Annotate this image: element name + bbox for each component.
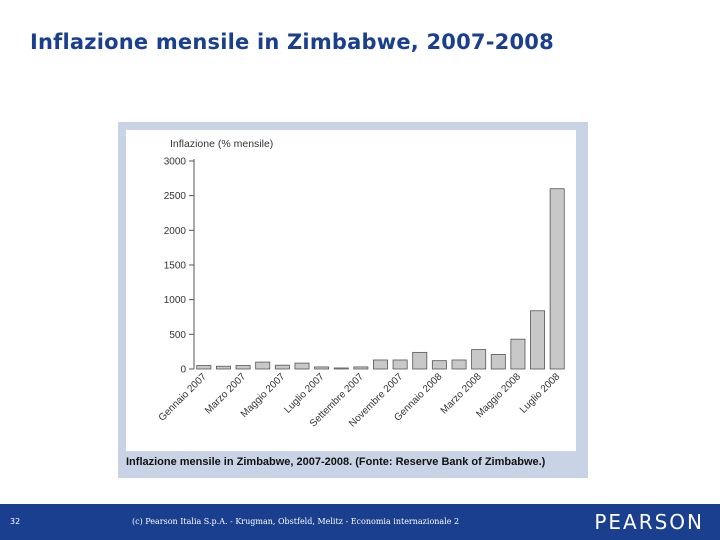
bar-febbraio-2008 — [451, 359, 467, 370]
footer-bar: 32 (c) Pearson Italia S.p.A. - Krugman, … — [0, 504, 720, 540]
bar-ottobre-2007 — [373, 359, 388, 370]
x-tick-label: Luglio 2008 — [518, 371, 563, 416]
bar-settembre-2007 — [353, 366, 369, 370]
y-tick-label: 1000 — [164, 295, 187, 306]
x-tick-label: Gennaio 2007 — [157, 371, 210, 424]
bar-marzo-2008 — [471, 349, 487, 370]
bar-maggio-2008 — [510, 338, 526, 370]
bar-luglio-2008 — [549, 188, 565, 370]
y-tick-label: 3000 — [164, 157, 187, 168]
plot-panel: Inflazione (% mensile) 0 500 1000 1500 2000 25… — [126, 130, 576, 451]
y-tick-label: 0 — [180, 365, 186, 376]
bar-dicembre-2007 — [412, 351, 428, 370]
figure-caption: Inflazione mensile in Zimbabwe, 2007-200… — [126, 456, 546, 468]
y-axis-label: Inflazione (% mensile) — [170, 138, 273, 150]
bar-aprile-2007 — [255, 361, 271, 370]
bar-giugno-2007 — [294, 362, 310, 370]
y-tick-label: 1500 — [164, 261, 187, 272]
bar-maggio-2007 — [274, 364, 290, 370]
pearson-logo: PEARSON — [594, 510, 704, 534]
bar-gennaio-2007 — [196, 365, 212, 370]
bar-marzo-2007 — [235, 365, 251, 370]
slide-title: Inflazione mensile in Zimbabwe, 2007-200… — [30, 30, 554, 54]
y-tick-label: 2000 — [164, 226, 187, 237]
bar-agosto-2007 — [333, 367, 349, 370]
footer-copyright: (c) Pearson Italia S.p.A. - Krugman, Obs… — [132, 517, 460, 526]
inflation-bar-chart: Inflazione (% mensile) 0 500 1000 1500 2000 25… — [157, 138, 565, 429]
bar-giugno-2008 — [530, 310, 546, 370]
bar-novembre-2007 — [392, 359, 408, 370]
bar-aprile-2008 — [490, 354, 506, 370]
y-tick-label: 2500 — [164, 191, 187, 202]
y-tick-label: 500 — [169, 330, 186, 341]
bar-luglio-2007 — [314, 366, 330, 370]
page-number: 32 — [10, 517, 21, 526]
bar-gennaio-2008 — [431, 360, 447, 370]
bar-febbraio-2007 — [215, 365, 231, 370]
